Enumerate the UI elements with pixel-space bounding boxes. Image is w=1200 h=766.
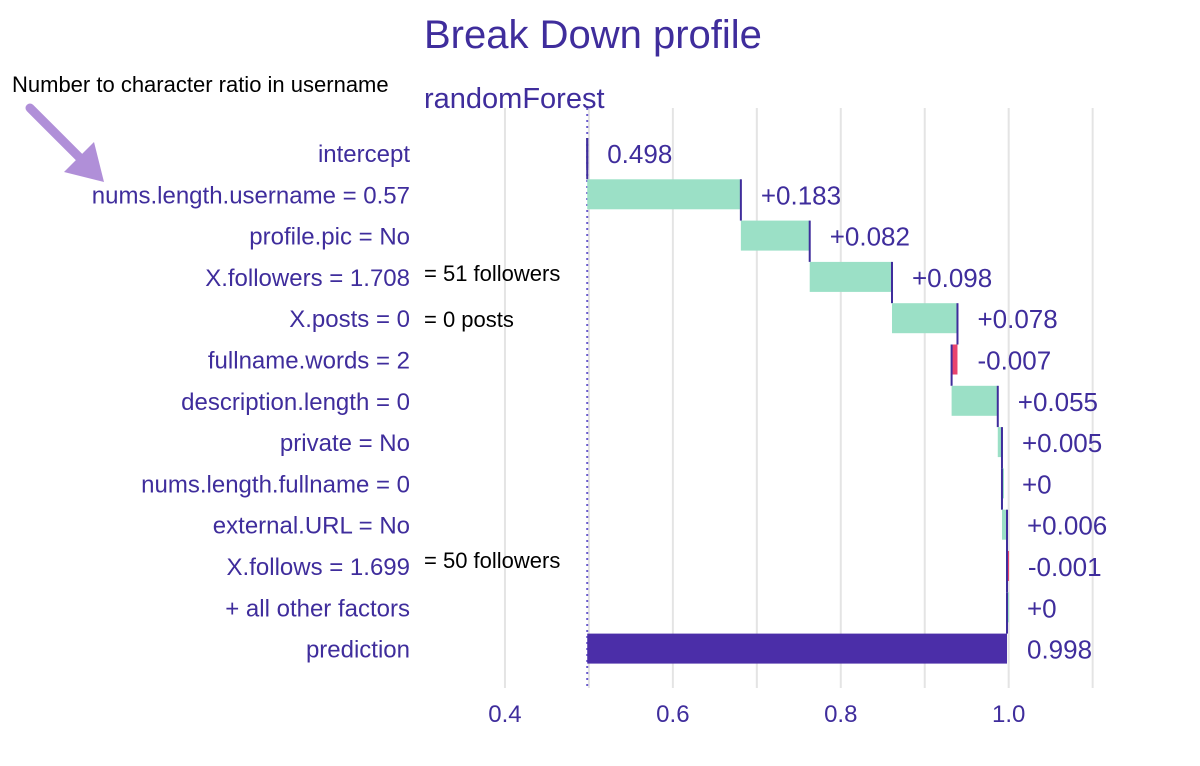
value-label-9: +0.006 — [1027, 511, 1107, 541]
bar-row-1 — [587, 179, 741, 210]
value-label-4: +0.078 — [977, 304, 1057, 334]
bar-row-9 — [1001, 509, 1008, 540]
x-tick-1: 0.6 — [656, 701, 689, 728]
row-label-2: profile.pic = No — [249, 224, 410, 251]
value-label-5: -0.007 — [977, 346, 1051, 376]
row-label-3: X.followers = 1.708 — [205, 265, 410, 292]
value-label-10: -0.001 — [1028, 552, 1102, 582]
arrow-icon — [25, 103, 104, 182]
row-label-10: X.follows = 1.699 — [227, 554, 410, 581]
value-label-11: +0 — [1027, 593, 1057, 623]
row-label-12: prediction — [306, 637, 410, 664]
row-label-5: fullname.words = 2 — [208, 348, 410, 375]
value-label-1: +0.183 — [761, 180, 841, 210]
contribution-bars — [586, 138, 1010, 664]
value-label-2: +0.082 — [830, 222, 910, 252]
x-tick-3: 1.0 — [992, 701, 1025, 728]
annotation-username-ratio: Number to character ratio in username — [12, 72, 389, 97]
x-tick-2: 0.8 — [824, 701, 857, 728]
bar-row-6 — [951, 385, 998, 416]
bar-row-7 — [997, 427, 1002, 458]
x-tick-0: 0.4 — [488, 701, 521, 728]
row-label-11: + all other factors — [225, 595, 410, 622]
value-labels: 0.498 +0.183 +0.082+0.098 +0.078 -0.007 +0.05… — [607, 139, 1107, 665]
chart-subtitle: randomForest — [424, 83, 605, 115]
value-label-6: +0.055 — [1018, 387, 1098, 417]
value-label-7: +0.005 — [1022, 428, 1102, 458]
annotation-followers: = 51 followers — [424, 261, 560, 286]
value-label-0: 0.498 — [607, 139, 672, 169]
row-label-9: external.URL = No — [213, 513, 410, 540]
chart-title: Break Down profile — [424, 13, 762, 57]
annotation-follows: = 50 followers — [424, 548, 560, 573]
bar-row-4 — [891, 303, 958, 334]
annotation-posts: = 0 posts — [424, 307, 514, 332]
value-label-8: +0 — [1022, 469, 1052, 499]
bar-row-5 — [951, 344, 958, 375]
row-label-7: private = No — [280, 430, 410, 457]
bar-row-3 — [809, 261, 892, 292]
bar-row-2 — [740, 220, 810, 251]
row-label-1: nums.length.username = 0.57 — [92, 182, 410, 209]
bar-row-12 — [587, 633, 1008, 664]
row-label-4: X.posts = 0 — [289, 306, 410, 333]
row-labels: intercept nums.length.username = 0.57 prof… — [92, 141, 411, 664]
x-axis-ticks: 0.4 0.6 0.8 1.0 — [488, 701, 1025, 728]
row-label-6: description.length = 0 — [181, 389, 410, 416]
row-label-0: intercept — [318, 141, 410, 168]
row-label-8: nums.length.fullname = 0 — [141, 471, 410, 498]
value-label-12: 0.998 — [1027, 635, 1092, 665]
value-label-3: +0.098 — [912, 263, 992, 293]
